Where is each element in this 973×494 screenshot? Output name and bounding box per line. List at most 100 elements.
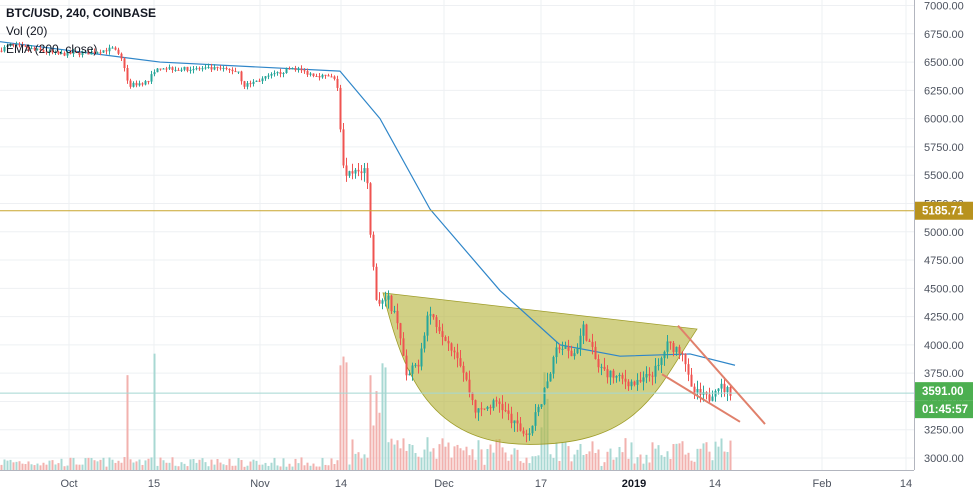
candle-body xyxy=(177,69,180,71)
volume-bar xyxy=(459,448,462,470)
candle-body xyxy=(231,69,234,72)
volume-bar xyxy=(684,454,687,470)
volume-bar xyxy=(564,442,567,470)
candle-body xyxy=(330,76,333,78)
volume-bar xyxy=(663,456,666,470)
candle-body xyxy=(213,67,216,70)
candle-body xyxy=(453,350,456,353)
volume-bar xyxy=(42,462,45,470)
candle-body xyxy=(675,346,678,353)
volume-bar xyxy=(51,460,54,470)
volume-bar xyxy=(165,462,168,470)
volume-bar xyxy=(444,446,447,470)
volume-bar xyxy=(249,461,252,470)
volume-bar xyxy=(516,449,519,470)
candle-body xyxy=(615,376,618,378)
candle-body xyxy=(219,67,222,69)
candle-body xyxy=(207,67,210,69)
volume-bar xyxy=(63,466,66,470)
volume-bar xyxy=(105,466,108,470)
candle-body xyxy=(210,67,213,70)
candle-body xyxy=(225,67,228,70)
volume-bar xyxy=(327,465,330,470)
volume-bar xyxy=(219,462,222,470)
x-tick-label: 14 xyxy=(335,478,347,490)
x-tick-label: Nov xyxy=(250,478,270,490)
candle-body xyxy=(99,52,102,54)
x-tick-label: 2019 xyxy=(622,478,646,490)
volume-bar xyxy=(195,462,198,470)
volume-bar xyxy=(201,458,204,470)
candle-body xyxy=(723,383,726,393)
candle-body xyxy=(426,315,429,336)
volume-bar xyxy=(45,464,48,470)
wedge-lower-line[interactable] xyxy=(661,373,741,423)
candle-body xyxy=(627,381,630,387)
volume-bar xyxy=(408,444,411,470)
volume-bar xyxy=(726,451,729,470)
candlestick-series xyxy=(0,41,732,443)
candle-body xyxy=(630,381,633,387)
candle-body xyxy=(657,364,660,366)
candle-body xyxy=(546,381,549,388)
candle-body xyxy=(84,51,87,53)
volume-bar xyxy=(87,457,90,470)
volume-bar xyxy=(114,462,117,470)
volume-bar xyxy=(669,458,672,470)
volume-bar xyxy=(672,444,675,470)
candle-body xyxy=(240,71,243,82)
volume-bar xyxy=(528,463,531,470)
candle-body xyxy=(375,266,378,300)
candle-body xyxy=(552,357,555,374)
candle-body xyxy=(477,408,480,413)
candle-body xyxy=(528,433,531,435)
candle-body xyxy=(441,331,444,337)
volume-bar xyxy=(612,459,615,470)
candle-body xyxy=(297,68,300,71)
y-tick-label: 5750.00 xyxy=(924,142,964,154)
candle-body xyxy=(558,347,561,350)
volume-bar xyxy=(576,449,579,470)
volume-bar xyxy=(627,458,630,470)
volume-bar xyxy=(264,462,267,470)
candle-body xyxy=(624,378,627,382)
candle-body xyxy=(612,370,615,378)
candle-body xyxy=(18,44,21,46)
volume-bar xyxy=(390,438,393,470)
volume-bar xyxy=(453,446,456,470)
candle-body xyxy=(396,310,399,324)
y-tick-label: 5000.00 xyxy=(924,227,964,239)
volume-bar xyxy=(729,440,732,470)
volume-bar xyxy=(216,458,219,470)
candle-body xyxy=(192,69,195,71)
volume-bar xyxy=(702,443,705,470)
volume-bar xyxy=(15,461,18,470)
volume-bar xyxy=(534,456,537,470)
candle-body xyxy=(30,48,33,50)
candle-body xyxy=(264,76,267,79)
volume-bar xyxy=(363,454,366,470)
volume-bar xyxy=(450,457,453,470)
trend-drawings[interactable] xyxy=(0,210,914,425)
candle-body xyxy=(261,78,264,82)
candle-body xyxy=(579,335,582,349)
candle-body xyxy=(189,69,192,71)
volume-bar xyxy=(336,460,339,470)
volume-bar xyxy=(213,464,216,470)
volume-bar xyxy=(369,375,372,470)
volume-bar xyxy=(636,457,639,470)
candle-body xyxy=(378,299,381,304)
candle-body xyxy=(159,68,162,70)
candle-body xyxy=(141,83,144,85)
candle-body xyxy=(156,68,159,73)
candle-body xyxy=(588,340,591,342)
candle-body xyxy=(132,82,135,87)
volume-bar xyxy=(294,458,297,470)
volume-bar xyxy=(135,461,138,470)
wedge-upper-line[interactable] xyxy=(677,324,766,425)
volume-bar xyxy=(162,460,165,470)
candle-body xyxy=(357,169,360,172)
candle-body xyxy=(456,352,459,359)
candle-body xyxy=(228,69,231,71)
